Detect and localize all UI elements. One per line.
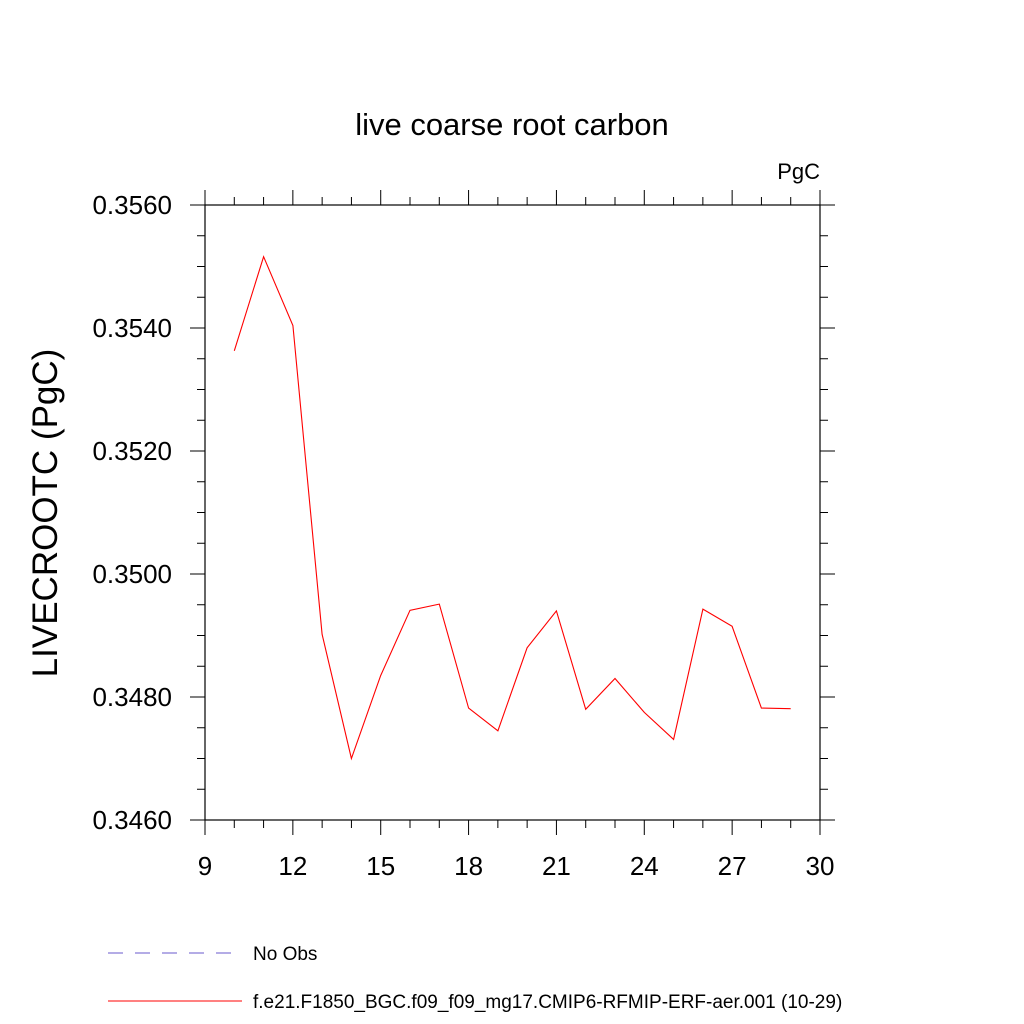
legend: No Obs f.e21.F1850_BGC.f09_f09_mg17.CMIP…	[108, 944, 842, 1013]
y-tick-label: 0.3460	[92, 805, 172, 835]
axis-ticks: 9 12 15 18 21 24 27 30 0.3460 0.3480 0.3500 0.3520 0…	[92, 190, 835, 881]
plot-frame	[204, 204, 821, 821]
x-tick-label: 15	[366, 851, 395, 881]
chart-title: live coarse root carbon	[355, 107, 669, 142]
legend-label-no-obs: No Obs	[253, 944, 317, 965]
y-tick-label: 0.3500	[92, 559, 172, 589]
x-tick-label: 21	[542, 851, 571, 881]
units-label: PgC	[777, 159, 820, 184]
series-layer	[233, 255, 791, 761]
x-tick-label: 30	[806, 851, 835, 881]
y-tick-label: 0.3520	[92, 436, 172, 466]
y-tick-label: 0.3560	[92, 190, 172, 220]
y-axis-label: LIVECROOTC (PgC)	[26, 349, 65, 678]
x-tick-label: 9	[198, 851, 212, 881]
series-line	[233, 255, 791, 761]
x-tick-label: 27	[718, 851, 747, 881]
y-tick-label: 0.3540	[92, 313, 172, 343]
x-tick-label: 12	[278, 851, 307, 881]
legend-label-model: f.e21.F1850_BGC.f09_f09_mg17.CMIP6-RFMIP…	[253, 992, 842, 1013]
x-tick-label: 18	[454, 851, 483, 881]
x-tick-label: 24	[630, 851, 659, 881]
y-tick-label: 0.3480	[92, 682, 172, 712]
